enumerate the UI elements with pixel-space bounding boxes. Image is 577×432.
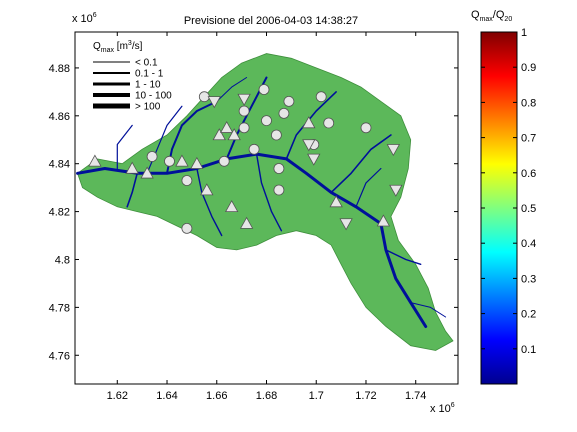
colorbar-tick-label: 0.4 bbox=[521, 238, 536, 250]
river-segment bbox=[126, 172, 138, 208]
station-triangle-down bbox=[307, 153, 321, 166]
station-triangle-up bbox=[175, 154, 189, 167]
station-markers bbox=[88, 84, 403, 234]
station-circle bbox=[248, 143, 260, 155]
colorbar-title: Qmax/Q20 bbox=[471, 9, 512, 23]
legend-label: < 0.1 bbox=[135, 58, 158, 69]
station-circle bbox=[181, 175, 193, 186]
station-circle bbox=[283, 96, 295, 107]
colorbar-tick-label: 0.1 bbox=[521, 344, 536, 356]
river-segment bbox=[385, 249, 422, 265]
legend-label: 0.1 - 1 bbox=[135, 69, 164, 80]
station-circle bbox=[238, 105, 250, 117]
station-triangle-down bbox=[386, 144, 401, 157]
station-triangle-up bbox=[212, 128, 226, 141]
colorbar: Qmax/Q20 0.1 0.2 0.3 0.4 0.5 0.6 0.7 0.8 0.9 1 bbox=[471, 9, 536, 385]
station-circle bbox=[146, 151, 158, 162]
colorbar-tick-label: 0.5 bbox=[521, 203, 536, 215]
chart-title: Previsione del 2006-04-03 14:38:27 bbox=[184, 15, 358, 27]
y-tick-label: 4.88 bbox=[49, 63, 70, 75]
river-segment bbox=[216, 77, 248, 102]
legend-label: > 100 bbox=[135, 102, 161, 113]
station-circle bbox=[218, 155, 230, 167]
river-segment bbox=[116, 124, 133, 170]
station-triangle-down bbox=[339, 218, 353, 231]
x-tick-label: 1.62 bbox=[107, 390, 128, 402]
colorbar-tick-label: 0.3 bbox=[521, 273, 536, 285]
station-circle bbox=[273, 184, 285, 196]
x-tick-label: 1.72 bbox=[355, 390, 376, 402]
y-tick-label: 4.78 bbox=[49, 302, 70, 314]
legend-label: 10 - 100 bbox=[135, 91, 172, 102]
station-circle bbox=[198, 91, 210, 103]
colorbar-ticks: 0.1 0.2 0.3 0.4 0.5 0.6 0.7 0.8 0.9 1 bbox=[481, 27, 536, 356]
x-exponent-label: x 106 bbox=[430, 402, 455, 415]
colorbar-tick-label: 0.8 bbox=[521, 97, 536, 109]
station-triangle-up bbox=[227, 128, 241, 141]
river-segment bbox=[410, 302, 447, 318]
x-tick-label: 1.68 bbox=[256, 390, 277, 402]
colorbar-tick-label: 0.2 bbox=[521, 309, 536, 321]
station-circle bbox=[360, 122, 372, 134]
station-circle bbox=[181, 222, 193, 234]
x-tick-label: 1.74 bbox=[405, 390, 426, 402]
colorbar-tick-label: 0.7 bbox=[521, 133, 536, 145]
station-triangle-up bbox=[239, 216, 254, 229]
legend-title: Qmax [m3/s] bbox=[93, 40, 143, 54]
station-circle bbox=[258, 84, 270, 95]
map-axes: Previsione del 2006-04-03 14:38:27 1.62 1… bbox=[49, 12, 459, 415]
colorbar-tick-label: 0.9 bbox=[521, 62, 536, 74]
station-triangle-up bbox=[329, 195, 343, 208]
x-tick-label: 1.64 bbox=[156, 390, 177, 402]
river-segment bbox=[355, 167, 382, 208]
station-circle bbox=[261, 115, 272, 126]
river-segment bbox=[255, 153, 283, 232]
y-tick-label: 4.84 bbox=[49, 159, 70, 171]
station-circle bbox=[315, 91, 327, 103]
basin-area bbox=[77, 53, 454, 351]
colorbar-gradient bbox=[480, 31, 518, 385]
station-circle bbox=[278, 108, 290, 119]
station-triangle-up bbox=[376, 214, 391, 227]
station-triangle-up bbox=[140, 166, 154, 179]
y-tick-label: 4.8 bbox=[55, 254, 70, 266]
station-triangle-up bbox=[125, 161, 139, 174]
station-triangle-down bbox=[237, 93, 251, 106]
x-axis-ticks: 1.62 1.64 1.66 1.68 1.7 1.72 1.74 bbox=[107, 32, 426, 402]
colorbar-tick-label: 1 bbox=[521, 27, 527, 39]
river-network bbox=[76, 76, 447, 328]
station-triangle-up bbox=[302, 116, 316, 129]
station-triangle-up bbox=[220, 120, 234, 133]
x-tick-label: 1.7 bbox=[309, 390, 324, 402]
station-triangle-down bbox=[302, 139, 316, 152]
station-triangle-down bbox=[389, 184, 403, 197]
basin-polygon bbox=[77, 53, 454, 351]
station-triangle-down bbox=[207, 96, 221, 109]
river-segment bbox=[330, 134, 392, 194]
station-triangle-up bbox=[225, 199, 239, 213]
legend-label: 1 - 10 bbox=[135, 80, 161, 91]
station-triangle-up bbox=[88, 154, 102, 167]
station-triangle-up bbox=[200, 183, 214, 196]
x-tick-label: 1.66 bbox=[206, 390, 227, 402]
station-circle bbox=[323, 117, 335, 129]
station-circle bbox=[238, 122, 250, 134]
colorbar-tick-label: 0.6 bbox=[521, 168, 536, 180]
station-circle bbox=[270, 129, 282, 141]
station-circle bbox=[273, 163, 285, 174]
y-tick-label: 4.76 bbox=[49, 350, 70, 362]
river-segment bbox=[196, 167, 223, 237]
y-tick-label: 4.86 bbox=[49, 111, 70, 123]
y-axis-ticks: 4.76 4.78 4.8 4.82 4.84 4.86 4.88 bbox=[49, 63, 458, 362]
station-triangle-up bbox=[190, 156, 204, 169]
station-circle bbox=[164, 155, 175, 167]
y-exponent-label: x 106 bbox=[72, 12, 97, 25]
y-tick-label: 4.82 bbox=[49, 207, 70, 219]
river-segment bbox=[76, 152, 428, 328]
